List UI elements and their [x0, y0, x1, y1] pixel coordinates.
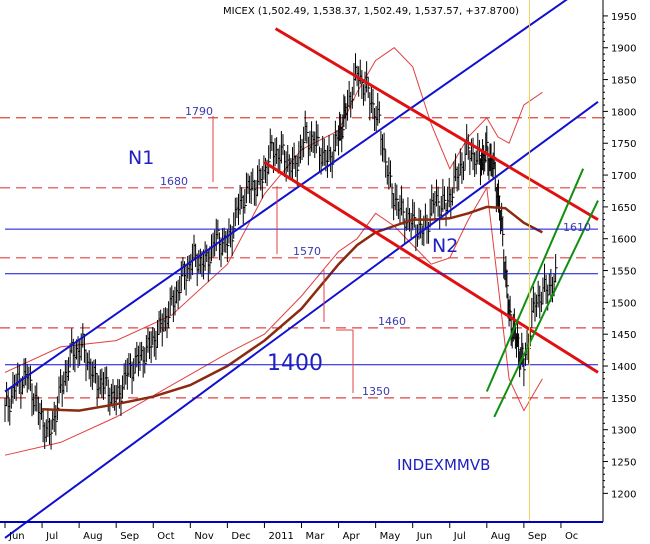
y-tick-label-1650: 1650: [611, 203, 636, 214]
y-tick-label-1600: 1600: [611, 235, 636, 246]
ticker-label: INDEXMMVB: [397, 456, 490, 474]
x-tick-label-7: 2011: [268, 531, 293, 542]
y-tick-label-1350: 1350: [611, 394, 636, 405]
x-tick-label-14: Sep: [528, 531, 547, 542]
trend-line-1: [4, 101, 599, 539]
trend-channels: [4, 0, 599, 539]
x-tick-label-15: Oc: [565, 531, 578, 542]
level-label-1570: 1570: [293, 245, 321, 258]
channel-label-n1: N1: [128, 147, 154, 169]
y-tick-label-1400: 1400: [611, 362, 636, 373]
moving-average-line-0: [42, 205, 543, 412]
y-tick-label-1700: 1700: [611, 171, 636, 182]
trend-line-4: [485, 168, 585, 392]
trend-line-3: [263, 161, 599, 374]
x-tick-label-10: May: [380, 531, 401, 542]
x-tick-label-0: Jun: [8, 531, 25, 542]
x-tick-label-3: Sep: [120, 531, 139, 542]
x-tick-label-9: Apr: [343, 531, 361, 542]
price-bars: [4, 53, 558, 450]
side-level-label: 1610: [563, 221, 591, 234]
x-axis-ticks: Jun Jul Aug Sep Oct Nov Dec 2011 Mar Apr May Jun Jul…: [4, 522, 578, 542]
level-label-1680: 1680: [160, 175, 188, 188]
y-tick-label-1750: 1750: [611, 139, 636, 150]
trend-line-5: [493, 200, 599, 418]
big-level-label: 1400: [267, 351, 323, 376]
moving-average: [42, 205, 543, 412]
band-upper-0: [4, 47, 543, 373]
level-label-1790: 1790: [185, 105, 213, 118]
envelope-bands: [4, 47, 543, 456]
y-tick-label-1800: 1800: [611, 107, 636, 118]
y-axis-ticks: 1200 1250 1300 1350 1400 1450 1500 1550 1600 1650…: [603, 12, 636, 500]
x-tick-label-1: Jul: [45, 531, 58, 542]
level-label-1460: 1460: [378, 315, 406, 328]
band-lower-0: [4, 186, 543, 456]
x-tick-label-11: Jun: [416, 531, 433, 542]
level-labels: 1790 1680 1570 1460 1350: [160, 105, 406, 398]
x-tick-label-2: Aug: [83, 531, 103, 542]
level-label-1350: 1350: [362, 385, 390, 398]
y-tick-label-1450: 1450: [611, 330, 636, 341]
y-tick-label-1900: 1900: [611, 44, 636, 55]
x-tick-label-4: Oct: [157, 531, 174, 542]
range-brackets: [212, 116, 354, 393]
x-tick-label-8: Mar: [306, 531, 326, 542]
x-tick-label-12: Jul: [453, 531, 466, 542]
y-tick-label-1550: 1550: [611, 267, 636, 278]
x-tick-label-6: Dec: [231, 531, 250, 542]
x-tick-label-5: Nov: [194, 531, 214, 542]
y-tick-label-1850: 1850: [611, 76, 636, 87]
channel-label-n2: N2: [432, 235, 458, 257]
y-tick-label-1500: 1500: [611, 298, 636, 309]
chart-title: MICEX (1,502.49, 1,538.37, 1,502.49, 1,5…: [223, 6, 519, 17]
y-tick-label-1200: 1200: [611, 489, 636, 500]
y-tick-label-1300: 1300: [611, 426, 636, 437]
trend-line-2: [274, 27, 599, 221]
y-tick-label-1250: 1250: [611, 458, 636, 469]
y-tick-label-1950: 1950: [611, 12, 636, 23]
x-tick-label-13: Aug: [491, 531, 511, 542]
